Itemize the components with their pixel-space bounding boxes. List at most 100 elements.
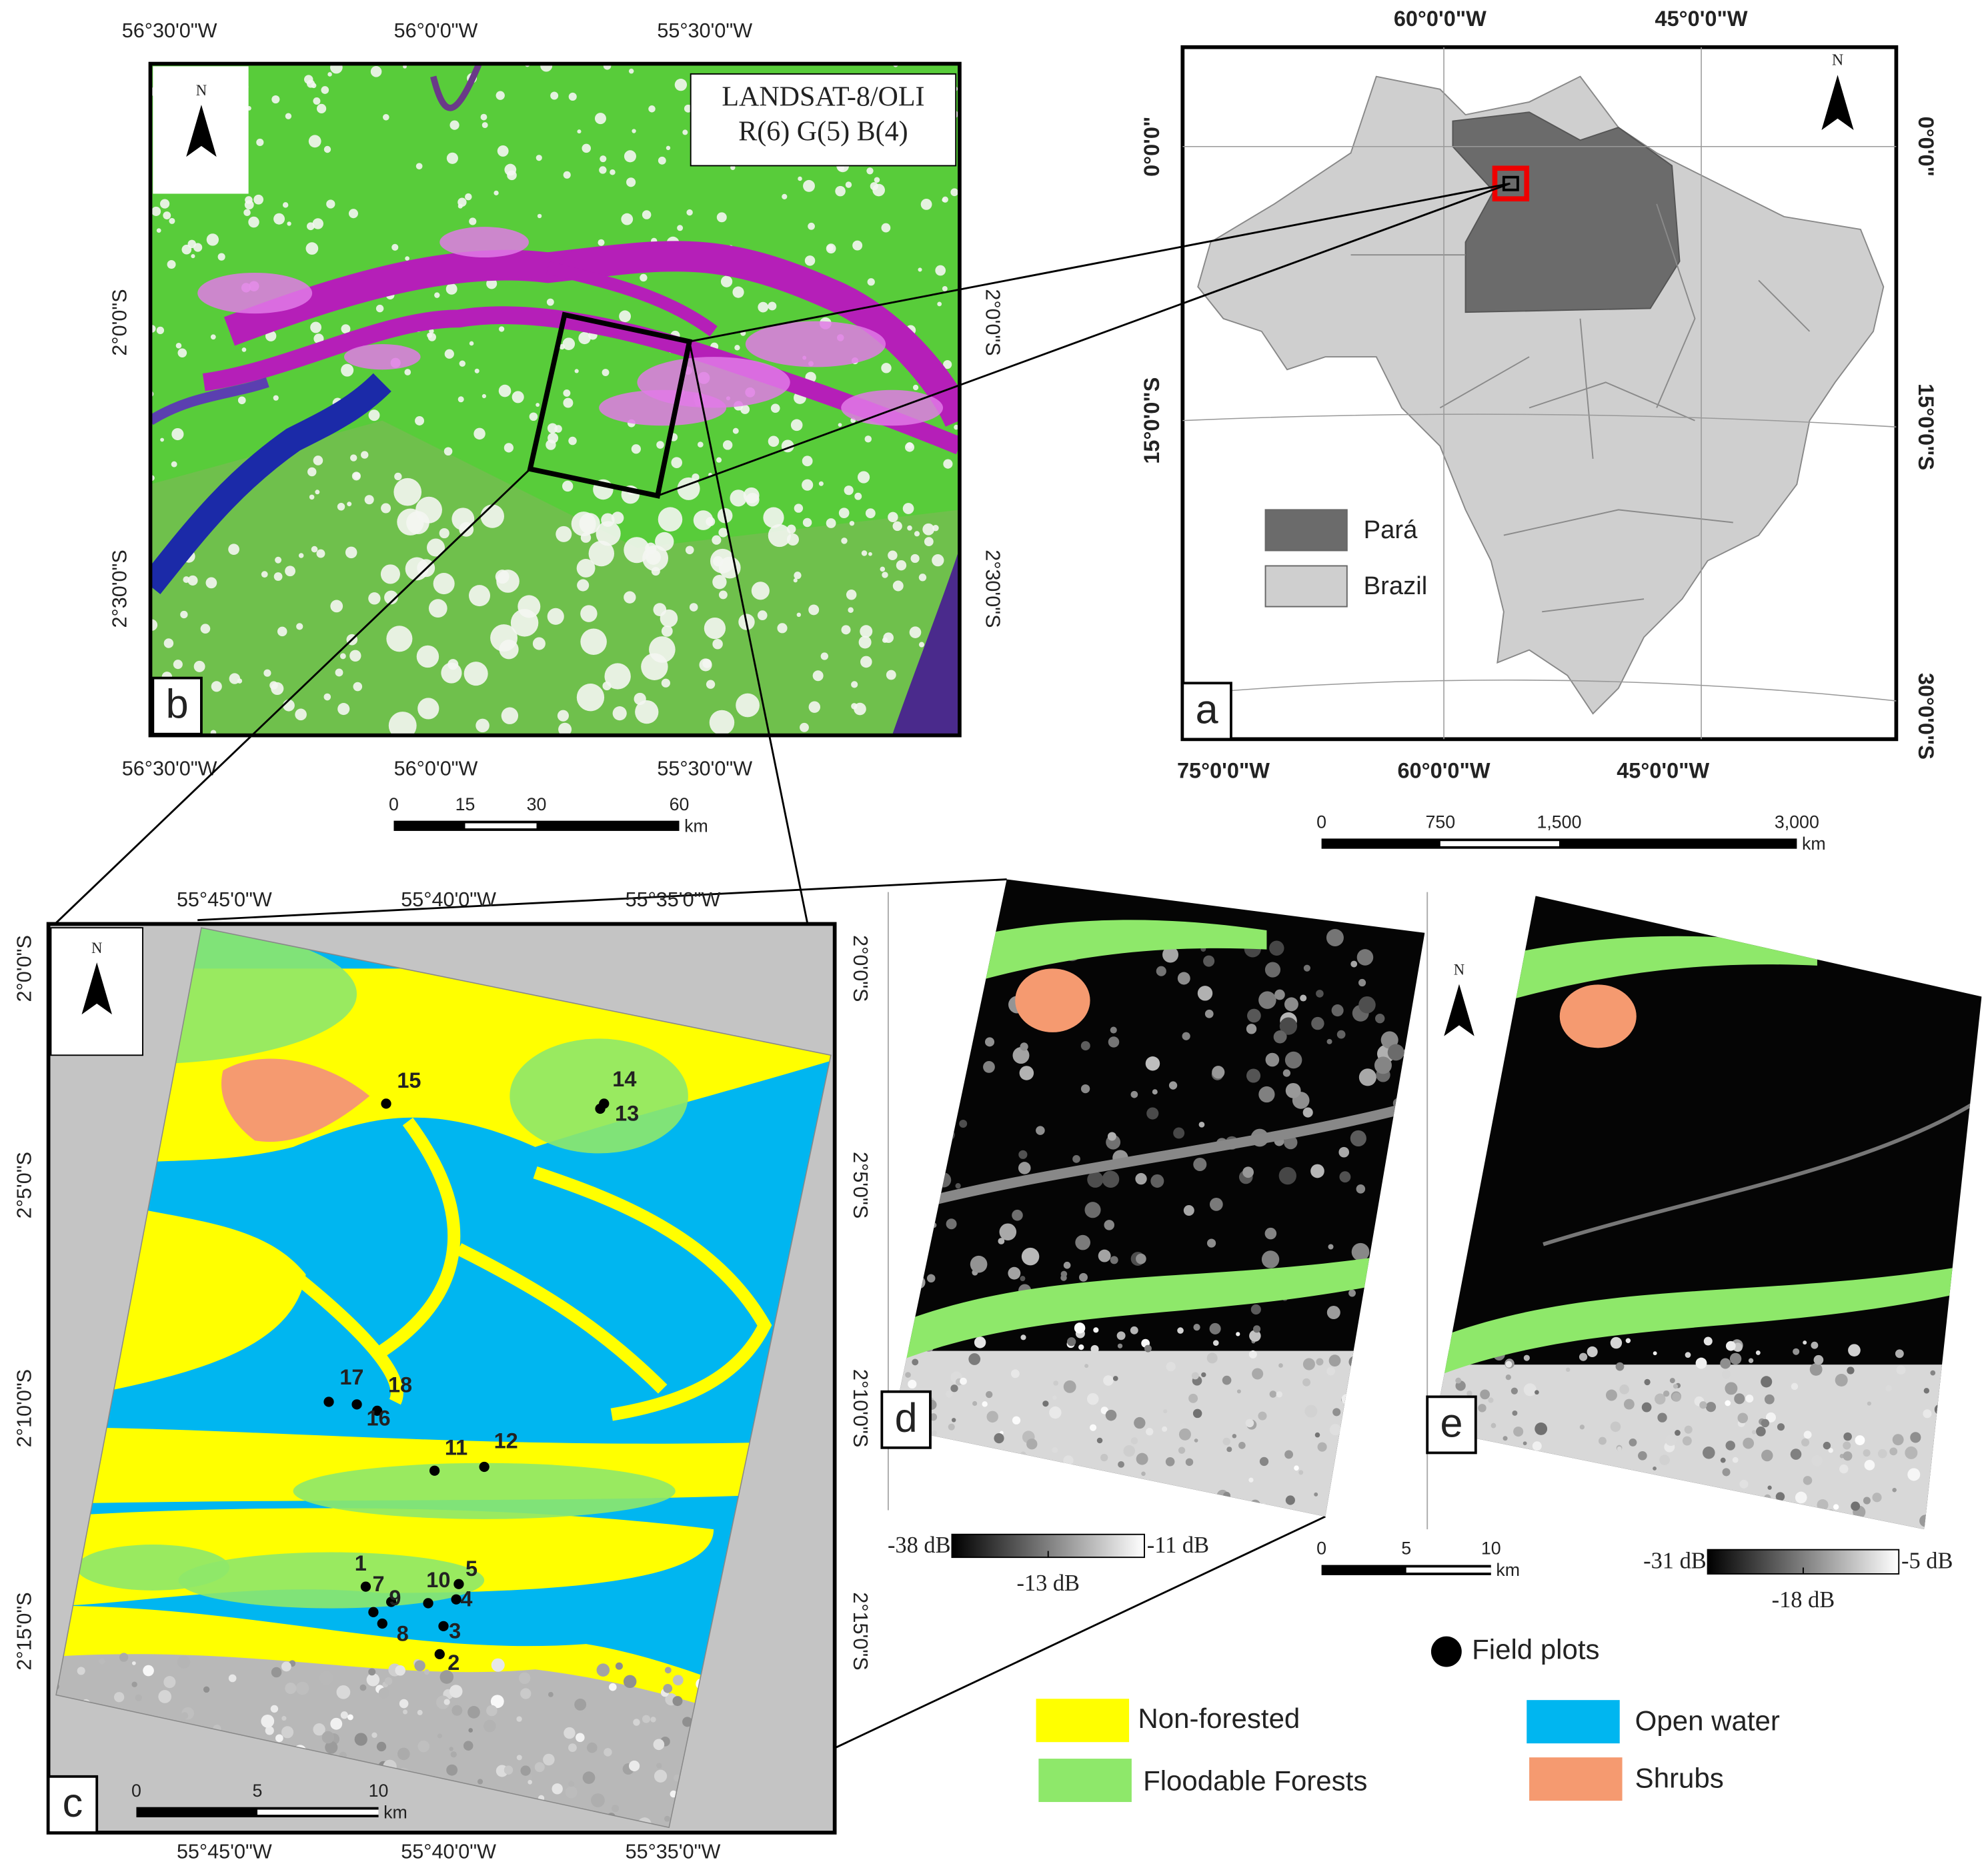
panel-label-box — [151, 676, 203, 736]
texture — [1392, 1421, 1397, 1427]
legend-label: Field plots — [1472, 1634, 1600, 1665]
texture — [921, 1495, 932, 1506]
north-arrow — [81, 962, 112, 1015]
texture — [403, 1709, 408, 1715]
texture — [1264, 962, 1281, 978]
cloud — [870, 182, 878, 191]
texture — [944, 1052, 952, 1060]
cloud — [187, 239, 196, 249]
scale-unit: km — [383, 1802, 407, 1822]
texture — [437, 1733, 443, 1739]
texture — [568, 1743, 577, 1753]
texture — [1967, 1429, 1972, 1434]
texture — [1967, 1461, 1979, 1473]
cloud — [578, 331, 591, 345]
texture — [1761, 1376, 1773, 1388]
texture — [1258, 1411, 1267, 1421]
texture — [1021, 1247, 1040, 1266]
texture — [158, 1690, 172, 1703]
texture — [1206, 1352, 1218, 1364]
texture — [340, 1711, 348, 1719]
floodable-forest — [178, 1552, 485, 1609]
texture — [1954, 1465, 1963, 1474]
texture — [1104, 1220, 1114, 1230]
texture — [1316, 990, 1324, 998]
texture — [1063, 1455, 1074, 1466]
texture — [1136, 1453, 1148, 1465]
cloud — [261, 571, 268, 578]
lon-tick: 55°45'0"W — [177, 1841, 272, 1863]
cloud — [428, 599, 447, 618]
texture — [915, 1500, 922, 1507]
non-forested — [455, 1243, 668, 1394]
cloud — [854, 492, 862, 500]
lon-tick: 55°35'0"W — [626, 888, 721, 911]
lon-tick: 55°40'0"W — [401, 1841, 496, 1863]
texture — [1010, 1369, 1020, 1378]
texture — [77, 1667, 85, 1675]
image-edge — [55, 927, 832, 1829]
texture — [1390, 1378, 1396, 1384]
colorbar-label: -11 dB — [1147, 1533, 1209, 1558]
texture — [1042, 1401, 1049, 1407]
north-label: N — [1832, 51, 1843, 69]
non-forested — [289, 1269, 403, 1405]
cloud — [183, 576, 190, 584]
texture — [1368, 1354, 1376, 1363]
texture — [1247, 1008, 1261, 1023]
texture — [1300, 994, 1307, 1002]
cloud — [271, 682, 284, 696]
texture — [1734, 1393, 1745, 1405]
cloud — [808, 604, 820, 616]
cloud — [335, 668, 343, 677]
texture — [1414, 1408, 1425, 1419]
texture — [951, 1492, 958, 1499]
cloud — [720, 275, 733, 287]
texture — [1245, 1419, 1254, 1428]
texture — [1012, 1416, 1021, 1425]
texture — [1326, 928, 1344, 946]
texture — [1506, 1497, 1513, 1504]
texture — [1084, 1202, 1101, 1218]
cloud — [512, 391, 524, 403]
cloud — [571, 512, 596, 537]
texture — [1165, 1457, 1175, 1467]
cloud — [547, 608, 564, 625]
cloud — [434, 292, 440, 298]
texture — [1513, 1427, 1524, 1437]
texture — [1357, 1327, 1362, 1332]
texture — [931, 1471, 940, 1480]
panel-label: d — [895, 1395, 918, 1441]
texture — [591, 1793, 605, 1807]
cloud — [171, 461, 177, 468]
texture — [892, 1508, 896, 1513]
cloud — [588, 540, 615, 567]
plot-label: 7 — [373, 1572, 385, 1596]
lat-tick: 2°10'0"S — [849, 1369, 872, 1447]
cloud — [312, 218, 323, 229]
cloud — [798, 176, 802, 181]
texture — [1944, 1445, 1955, 1455]
texture — [1565, 1367, 1571, 1372]
texture — [1615, 1362, 1625, 1371]
floodable-forest — [892, 1248, 1425, 1364]
texture — [1610, 1336, 1623, 1349]
texture — [1074, 1472, 1085, 1483]
texture — [1328, 1244, 1334, 1250]
texture — [1265, 1052, 1280, 1067]
texture — [520, 1765, 531, 1776]
texture — [1905, 1446, 1918, 1459]
cloud — [465, 193, 472, 201]
texture — [664, 1667, 672, 1674]
texture — [596, 1663, 610, 1677]
cloud — [641, 653, 668, 680]
texture — [1303, 964, 1310, 972]
texture — [1179, 1423, 1186, 1429]
lat-tick: 2°0'0"S — [13, 935, 35, 1002]
texture — [1839, 1464, 1849, 1474]
scale-tick-label: 10 — [1481, 1539, 1501, 1559]
texture — [1589, 1521, 1601, 1530]
texture — [1086, 1392, 1099, 1405]
texture — [1284, 997, 1298, 1012]
texture — [1867, 1401, 1871, 1406]
